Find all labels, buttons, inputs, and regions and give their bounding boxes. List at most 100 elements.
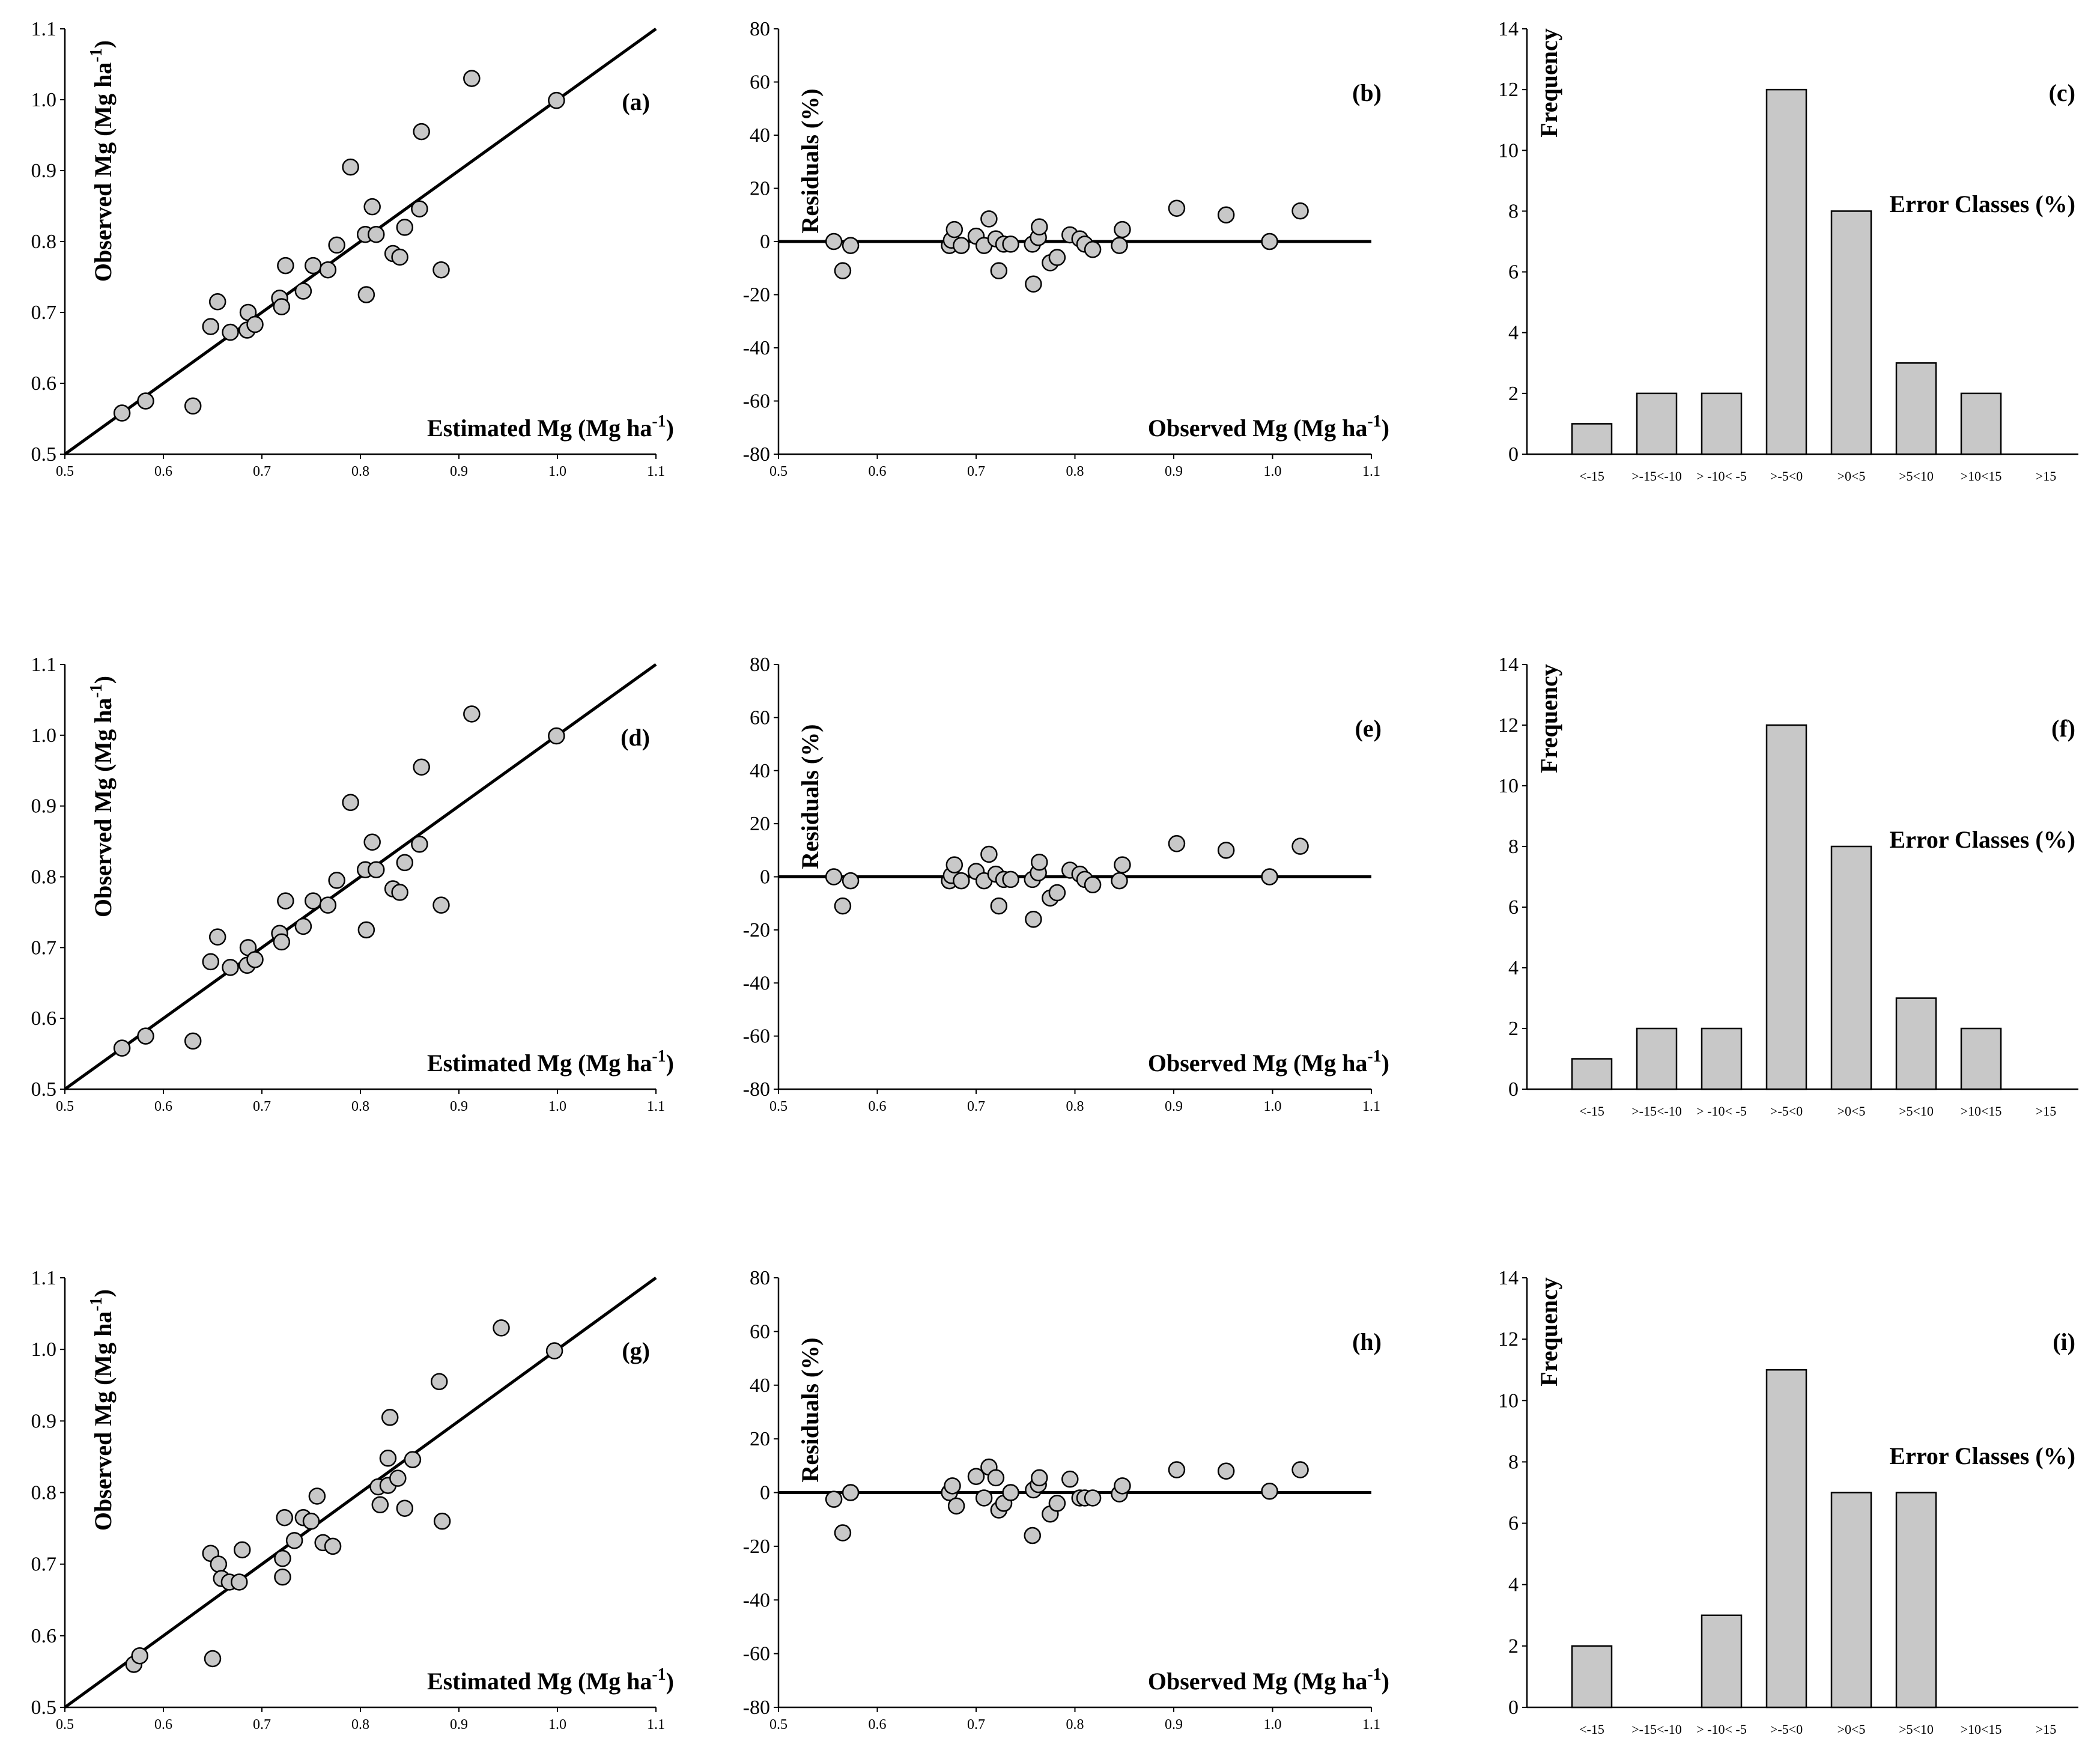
data-point (1114, 1477, 1131, 1495)
data-point (113, 1039, 131, 1057)
y-tick-label: 2 (1508, 1018, 1519, 1040)
y-tick-label: 0.8 (31, 1482, 57, 1504)
data-point (545, 1342, 563, 1360)
bar (1895, 997, 1937, 1090)
data-point (210, 1555, 228, 1573)
x-tick-label: <-15 (1579, 1722, 1604, 1737)
panel-h: -80 -60 -40 -20 0 20 40 60 80 0.5 0.6 0.7 0.8 0.9 1.0 1… (743, 1267, 1389, 1733)
data-point (413, 758, 430, 776)
y-tick-label: 14 (1498, 18, 1519, 40)
x-tick-label: >15 (2036, 469, 2056, 484)
y-axis-title: Residuals (%) (797, 88, 824, 233)
data-point (131, 1647, 148, 1665)
data-point (1002, 235, 1019, 253)
data-point (834, 262, 852, 279)
panel-d: 0.5 0.6 0.7 0.8 0.9 1.0 1.1 0.5 0.6 0.7 0.8 0.9 1.0 1… (31, 654, 675, 1114)
x-tick-label: >-15<-10 (1631, 1722, 1681, 1737)
bar (1960, 392, 2002, 455)
data-point (202, 318, 219, 335)
y-tick-label: 0 (1508, 1078, 1519, 1101)
x-tick-label: 1.1 (1362, 1099, 1380, 1114)
y-tick-label: 4 (1508, 322, 1519, 344)
panel-i: 0 2 4 6 8 10 12 14 <-15 >-15<-10 > -10< -5 >-5<0 >0<… (1498, 1267, 2078, 1737)
data-point (342, 794, 359, 812)
data-point (1025, 910, 1042, 928)
data-point (1111, 237, 1128, 254)
data-point (980, 845, 998, 863)
data-point (1168, 1461, 1186, 1478)
x-tick-label: 0.7 (967, 1099, 985, 1114)
x-axis-title: Observed Mg (Mg ha-1) (1148, 412, 1389, 442)
bar (1701, 392, 1743, 455)
data-point (222, 323, 239, 341)
y-tick-label: 6 (1508, 261, 1519, 284)
data-point (411, 200, 428, 217)
data-point (1114, 220, 1131, 238)
x-tick-label: >10<15 (1961, 469, 2002, 484)
data-point (357, 286, 375, 303)
data-point (328, 236, 345, 254)
panel-f: 0 2 4 6 8 10 12 14 <-15 >-15<-10 > -10< -5 >-5<0 >0<… (1498, 654, 2078, 1119)
data-point (184, 397, 202, 415)
bar (1765, 1369, 1807, 1709)
data-point (1261, 232, 1278, 251)
data-point (1061, 1470, 1079, 1488)
y-tick-label: 60 (750, 706, 770, 729)
bar (1636, 392, 1678, 455)
x-tick-label: >-15<-10 (1631, 1104, 1681, 1119)
y-tick-label: 2 (1508, 1635, 1519, 1657)
data-point (308, 1487, 326, 1505)
x-axis-title: Error Classes (%) (1889, 1442, 2075, 1469)
data-point (274, 1568, 291, 1586)
data-point (1048, 249, 1066, 266)
y-tick-label: 40 (750, 760, 770, 782)
data-point (285, 1532, 303, 1549)
y-tick-label: -20 (743, 919, 770, 941)
bar (1830, 1492, 1872, 1709)
data-point (319, 261, 337, 279)
data-point (1168, 199, 1186, 217)
y-tick-label: 1.1 (31, 1267, 57, 1289)
data-point (137, 1027, 154, 1045)
y-axis-title: Observed Mg (Mg ha-1) (87, 1289, 117, 1531)
x-tick-label: 0.8 (1066, 464, 1084, 479)
data-point (222, 959, 239, 976)
y-tick-label: 0.5 (31, 443, 57, 466)
data-point (1048, 884, 1066, 902)
data-point (825, 232, 843, 251)
data-point (1291, 202, 1309, 220)
x-tick-label: 1.0 (1264, 1099, 1282, 1114)
data-point (463, 70, 481, 87)
x-axis-title: Error Classes (%) (1889, 190, 2075, 217)
y-tick-label: 0 (1508, 443, 1519, 466)
bar (1636, 1027, 1678, 1090)
y-tick-label: 0 (1508, 1697, 1519, 1719)
y-axis-title: Observed Mg (Mg ha-1) (87, 40, 117, 282)
x-tick-label: 1.0 (548, 1099, 566, 1114)
x-tick-label: >5<10 (1899, 1722, 1934, 1737)
x-tick-label: 1.1 (1362, 1717, 1380, 1733)
one-to-one-line (64, 27, 657, 456)
y-tick-label: 8 (1508, 200, 1519, 222)
x-tick-label: 0.5 (56, 464, 74, 479)
bar (1765, 88, 1807, 455)
y-tick-label: 10 (1498, 1390, 1519, 1412)
x-axis-title: Estimated Mg (Mg ha-1) (427, 1047, 674, 1077)
x-tick-label: 0.7 (253, 1099, 271, 1114)
data-point (953, 872, 970, 890)
x-tick-label: >10<15 (1961, 1722, 2002, 1737)
y-tick-label: 2 (1508, 383, 1519, 405)
y-tick-label: 0.8 (31, 866, 57, 889)
data-point (432, 896, 450, 914)
x-tick-label: >0<5 (1838, 1104, 1866, 1119)
x-tick-label: 0.7 (967, 1717, 985, 1733)
data-point (302, 1512, 320, 1530)
x-tick-label: > -10< -5 (1696, 1104, 1746, 1119)
data-point (305, 892, 322, 910)
bar (1571, 1645, 1613, 1709)
y-tick-label: 1.1 (31, 18, 57, 40)
y-axis-title: Frequency (1535, 664, 1562, 773)
y-tick-label: -80 (743, 1697, 770, 1719)
x-tick-label: 0.6 (869, 1099, 887, 1114)
